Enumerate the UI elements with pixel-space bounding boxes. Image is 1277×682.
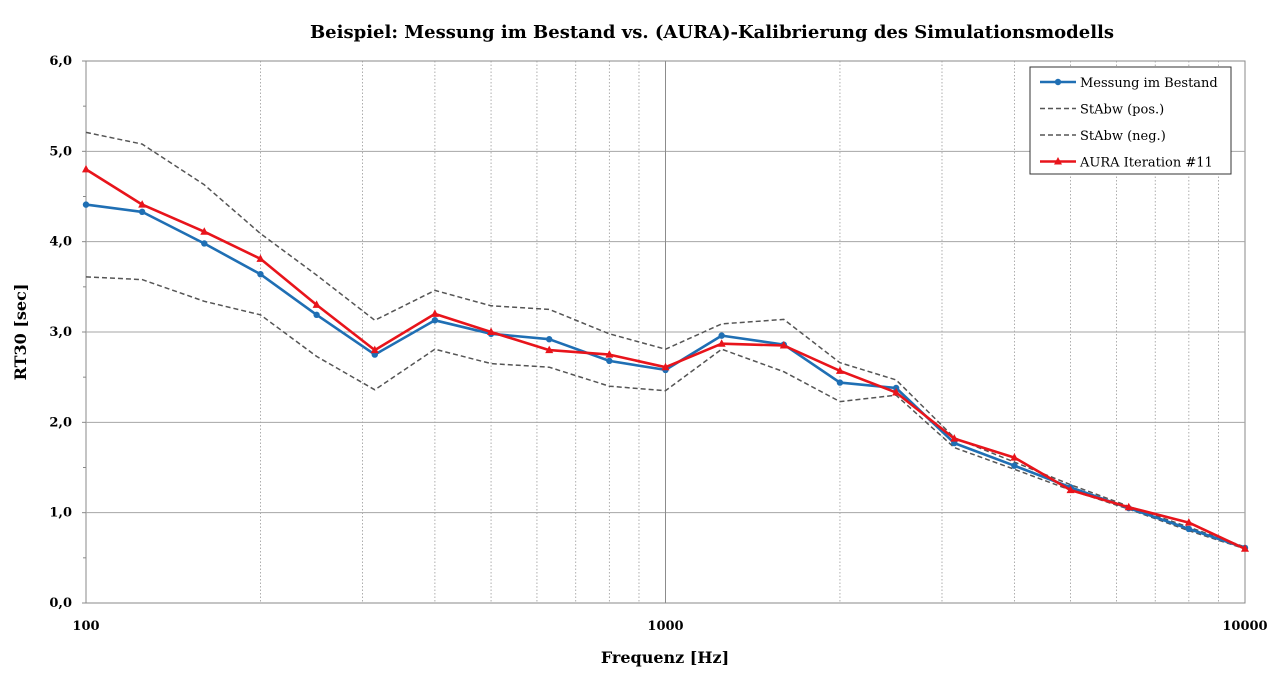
- y-tick-label: 6,0: [49, 54, 72, 69]
- y-tick-label: 1,0: [49, 506, 72, 521]
- data-point-3: [892, 388, 901, 396]
- data-point-3: [1184, 518, 1193, 526]
- data-point-3: [1124, 502, 1133, 511]
- y-tick-label: 2,0: [49, 415, 72, 430]
- data-point-3: [1066, 485, 1075, 494]
- legend-label: StAbw (neg.): [1080, 129, 1166, 144]
- chart-title: Beispiel: Messung im Bestand vs. (AURA)-…: [310, 22, 1114, 43]
- series-line-2: [85, 276, 1246, 550]
- data-point-3: [545, 345, 554, 354]
- legend-box: [1029, 66, 1232, 175]
- data-point-0: [718, 332, 725, 339]
- x-axis-title: Frequenz [Hz]: [601, 648, 729, 667]
- x-tick-label: 10000: [1222, 619, 1267, 634]
- data-point-0: [82, 201, 90, 208]
- legend-label: StAbw (pos.): [1080, 103, 1164, 118]
- data-point-3: [605, 350, 614, 358]
- data-point-3: [138, 200, 147, 208]
- legend-marker: [1054, 157, 1062, 165]
- data-point-0: [313, 311, 320, 319]
- data-point-0: [546, 336, 553, 343]
- data-point-3: [200, 227, 209, 235]
- data-point-0: [201, 240, 208, 247]
- y-tick-label: 4,0: [49, 235, 72, 250]
- x-tick-label: 100: [72, 619, 99, 634]
- data-point-3: [82, 164, 90, 173]
- legend-marker: [1054, 78, 1062, 86]
- y-tick-label: 5,0: [49, 144, 72, 159]
- data-point-0: [892, 384, 900, 392]
- data-point-3: [779, 341, 788, 349]
- legend-label: Messung im Bestand: [1080, 76, 1218, 91]
- data-point-0: [1185, 525, 1193, 533]
- data-point-3: [661, 362, 670, 371]
- data-point-3: [1010, 453, 1019, 461]
- data-point-3: [370, 345, 379, 354]
- data-point-0: [1011, 462, 1018, 469]
- data-point-0: [606, 357, 613, 365]
- data-point-3: [312, 300, 321, 308]
- series-line-1: [85, 131, 1246, 548]
- data-point-3: [430, 309, 439, 317]
- legend: Messung im Bestand StAbw (pos.) StAbw (neg…: [1029, 66, 1232, 175]
- data-point-0: [431, 317, 439, 324]
- data-point-3: [256, 254, 265, 262]
- y-axis-title: RT30 [sec]: [11, 284, 30, 381]
- legend-label: AURA Iteration #11: [1079, 156, 1213, 171]
- data-point-0: [257, 270, 264, 278]
- data-point-3: [835, 366, 844, 374]
- y-tick-label: 3,0: [49, 325, 72, 340]
- data-point-3: [487, 327, 496, 335]
- data-point-3: [717, 339, 726, 347]
- data-point-3: [950, 434, 959, 442]
- y-tick-label: 0,0: [49, 596, 72, 611]
- x-tick-label: 1000: [647, 619, 683, 634]
- data-point-0: [138, 208, 146, 216]
- data-point-3: [1241, 544, 1249, 552]
- data-point-0: [836, 379, 844, 386]
